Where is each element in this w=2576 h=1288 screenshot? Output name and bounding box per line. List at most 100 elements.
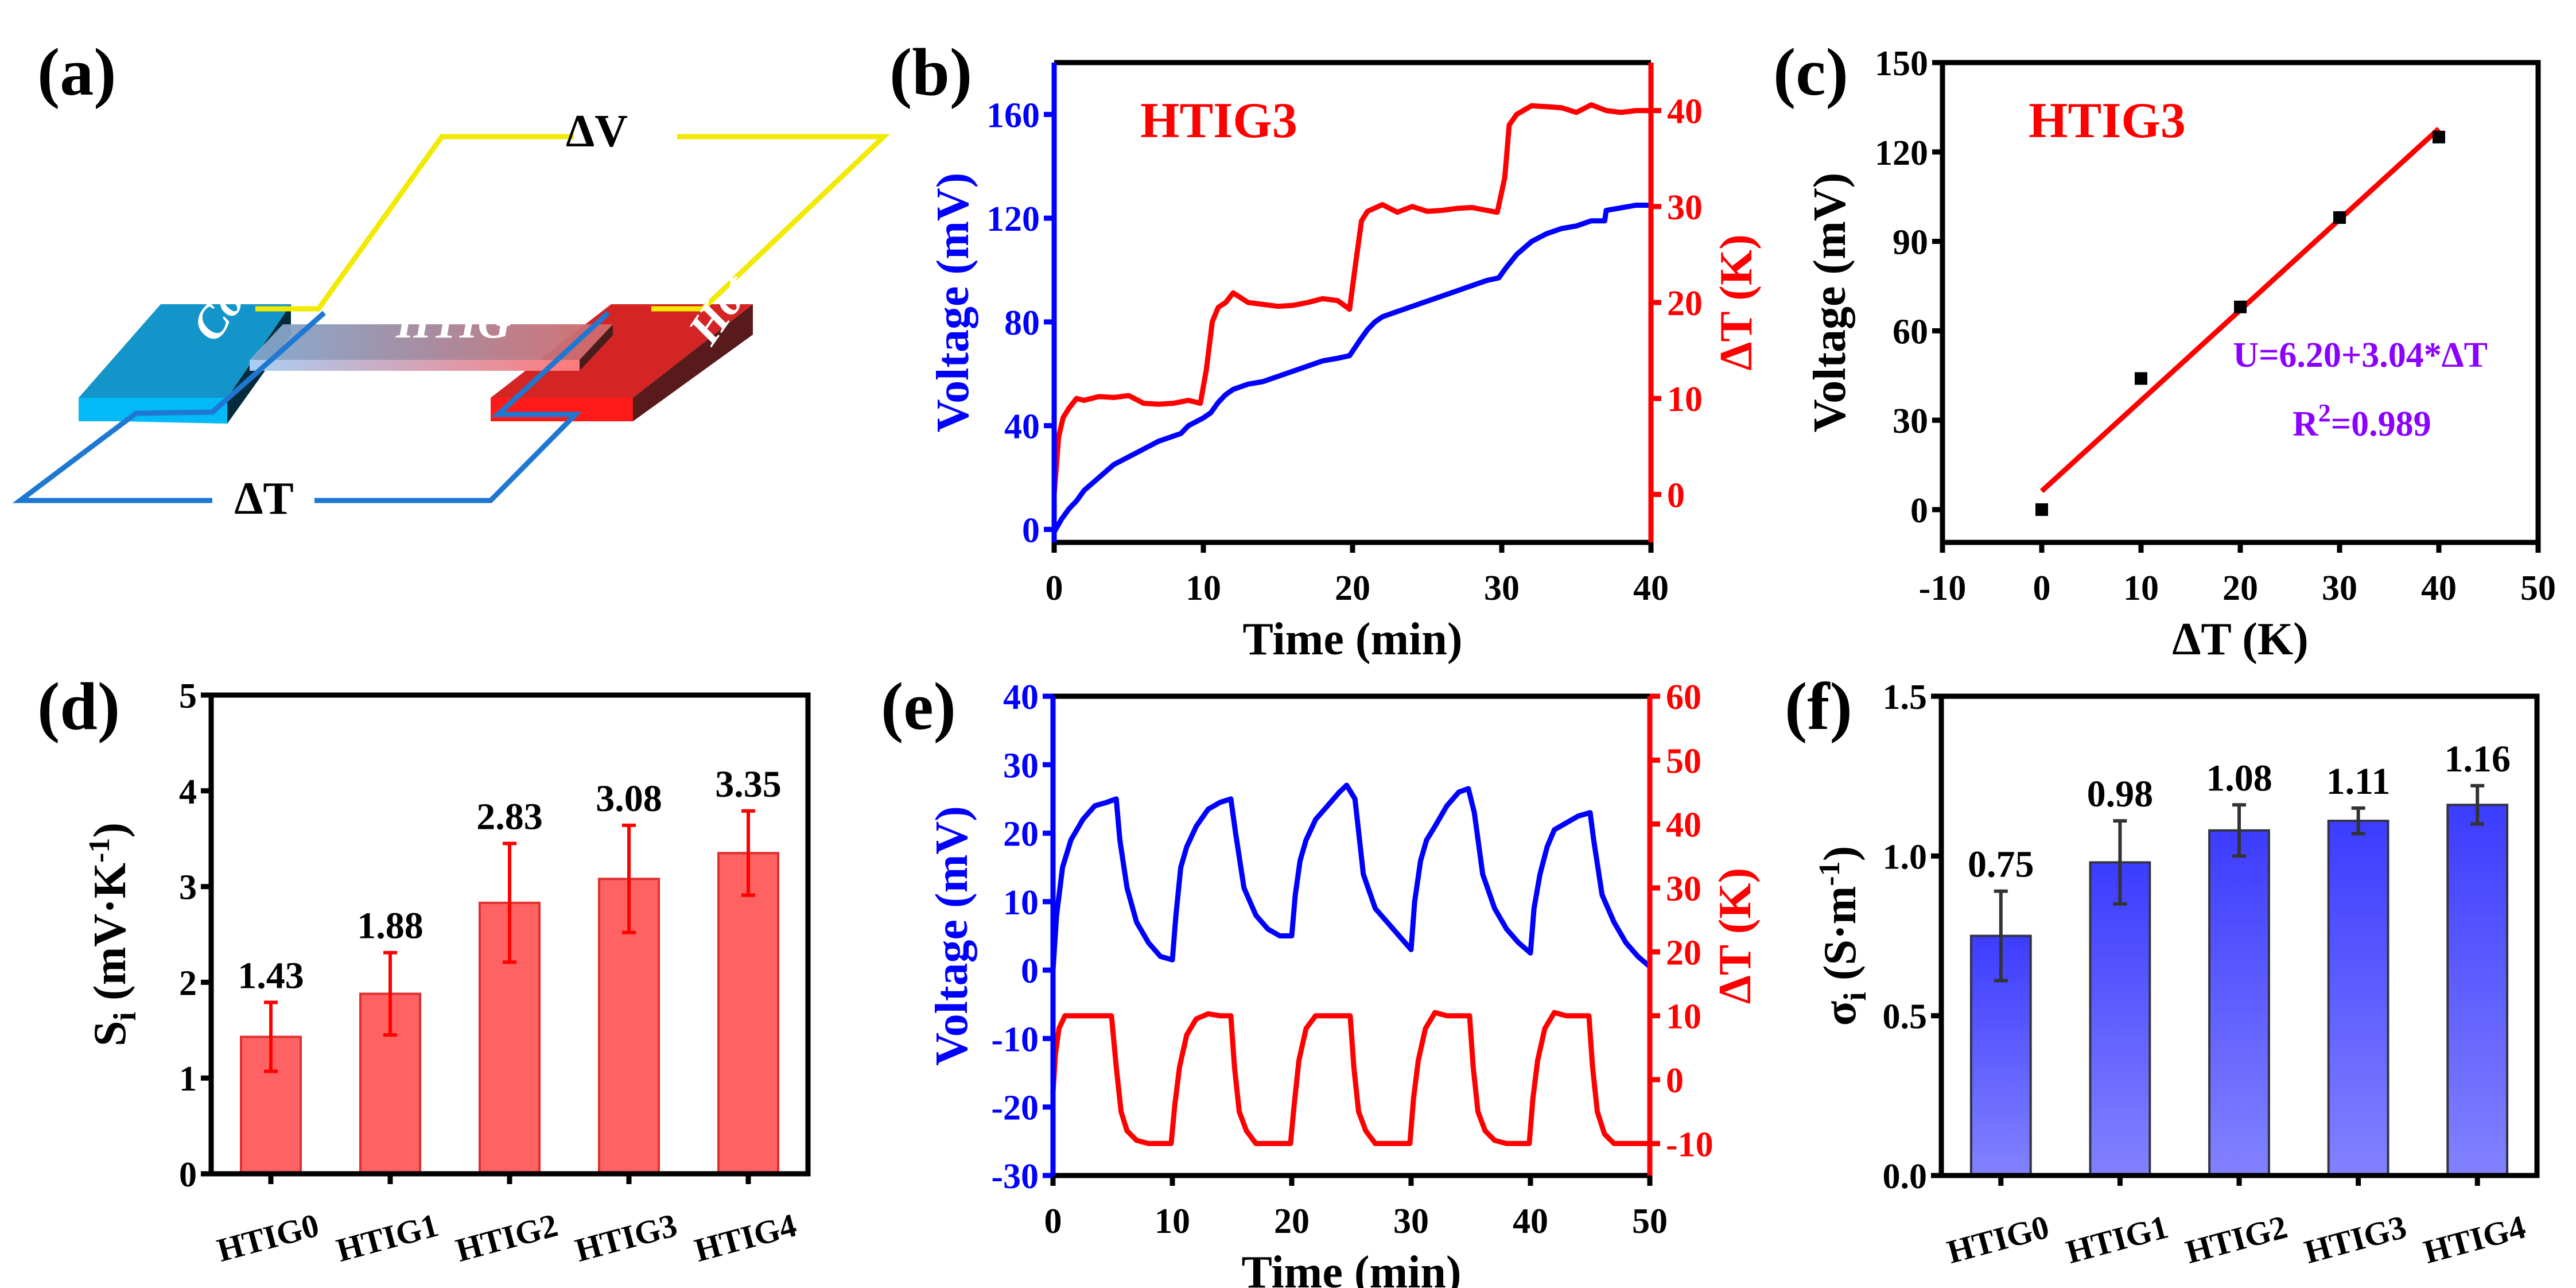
y-title-unit: (S·m: [1815, 886, 1866, 992]
panel-letter-d: (d): [37, 669, 120, 744]
temp-wire-right: [314, 311, 611, 503]
voltage-wire: [255, 134, 574, 312]
voltage-label: ΔV: [566, 106, 628, 157]
y-tick-label: 150: [1875, 44, 1928, 83]
y-tick-label-right: 10: [1667, 380, 1703, 419]
panel-letters: (a) (b) (c) (d) (e) (f): [37, 34, 1852, 744]
y-tick-label: 0: [1910, 491, 1928, 530]
y-tick-label-right: 40: [1666, 806, 1701, 845]
y-axis-title: Voltage (mV): [1805, 173, 1855, 433]
y-tick-label: 90: [1893, 223, 1928, 262]
y-title-main: S: [85, 1021, 135, 1047]
y-axis-title-right: ΔT (K): [1711, 234, 1762, 371]
fit-equation: U=6.20+3.04*ΔT: [2233, 336, 2488, 375]
bar: [717, 852, 779, 1175]
temp-label: ΔT: [234, 474, 294, 524]
y-tick-label-left: -20: [991, 1089, 1039, 1128]
y-tick-label-left: 0: [1022, 511, 1040, 550]
x-tick-label: HTIG2: [2181, 1208, 2291, 1271]
y-tick-label-left: 30: [1003, 746, 1039, 785]
htig-strip: [250, 324, 613, 371]
y-tick-label: 0.5: [1883, 998, 1928, 1037]
y-tick-label-right: 10: [1666, 998, 1701, 1037]
bar-value-label: 3.08: [596, 778, 662, 820]
bar-value-label: 1.11: [2326, 761, 2391, 802]
chart-c: -10 0 10 20 30 40 50 0 30 60 90 120 150 HTIG3 U=6.20+3…: [1805, 44, 2556, 665]
x-tick-label: 20: [1335, 569, 1370, 608]
x-tick-label: -10: [1919, 569, 1967, 608]
data-point: [2234, 300, 2247, 313]
y-title-sub: i: [107, 1012, 143, 1021]
x-tick-label: 30: [1393, 1202, 1429, 1241]
y-tick-label: 1: [179, 1060, 197, 1099]
y-tick-label-left: -10: [991, 1020, 1039, 1059]
chart-b: 0 10 20 30 40 0 40 80 120 160 0 10 20 30 40 Time (min) V…: [928, 60, 1762, 665]
bar-value-label: 3.35: [715, 763, 782, 805]
x-tick-label: HTIG1: [332, 1206, 442, 1269]
x-tick-label: 0: [1046, 569, 1063, 608]
y-tick-label-left: 120: [986, 200, 1040, 239]
y-tick-label: 1.5: [1883, 678, 1928, 717]
y-title-sup: -1: [1813, 861, 1846, 886]
temp-wire: [12, 311, 326, 503]
voltage-wire-right: [651, 134, 891, 312]
x-tick-label: 0: [2033, 569, 2051, 608]
series-voltage-line: [1052, 203, 1651, 534]
y-title-close: ): [1815, 846, 1866, 862]
x-tick-label: 50: [1632, 1202, 1668, 1241]
y-tick-label-left: 0: [1021, 952, 1039, 991]
bar-value-label: 1.88: [357, 905, 423, 947]
x-tick-label: HTIG4: [2420, 1208, 2530, 1271]
y-axis-title-left: Voltage (mV): [928, 173, 978, 433]
x-tick-label: 10: [1155, 1202, 1190, 1241]
x-tick-label: 40: [1633, 569, 1669, 608]
series-voltage-line: [1050, 782, 1652, 971]
x-tick-label: HTIG0: [1943, 1208, 2053, 1271]
y-axis-title-right: ΔT (K): [1710, 868, 1761, 1004]
r2-value: =0.989: [2331, 405, 2431, 444]
data-point: [2333, 211, 2346, 224]
y-tick-label-right: 40: [1667, 92, 1703, 131]
panel-letter-c: (c): [1773, 34, 1848, 110]
y-tick-label: 0: [179, 1155, 197, 1194]
y-tick-label-right: 60: [1666, 678, 1701, 717]
y-title-sub: i: [1837, 992, 1873, 1001]
bar: [2327, 820, 2389, 1177]
y-tick-label-right: 30: [1666, 870, 1701, 909]
device-schematic: ΔV ΔT Cold Hot HTIG: [12, 106, 891, 524]
x-tick-label: HTIG3: [571, 1206, 681, 1269]
bar-value-label: 1.08: [2206, 757, 2272, 799]
plot-frame: [208, 692, 811, 1177]
x-tick-label: 0: [1044, 1202, 1062, 1241]
x-axis-title: Time (min): [1242, 1247, 1462, 1288]
y-tick-label: 30: [1893, 402, 1928, 441]
y-title-sup: -1: [83, 838, 116, 863]
bar: [2089, 861, 2151, 1177]
y-tick-label: 3: [179, 868, 197, 907]
panel-letter-b: (b): [889, 34, 972, 110]
y-title-close: ): [85, 823, 135, 838]
panel-letter-e: (e): [881, 669, 956, 744]
y-tick-label-right: 30: [1667, 188, 1703, 227]
y-tick-label: 1.0: [1883, 837, 1928, 876]
r2-prefix: R: [2293, 405, 2319, 444]
x-tick-label: HTIG2: [452, 1206, 561, 1269]
y-tick-label-left: 40: [1004, 408, 1040, 447]
series-delta-t-line: [1051, 102, 1651, 495]
x-tick-label: 10: [2123, 569, 2159, 608]
x-tick-label: HTIG3: [2301, 1208, 2410, 1271]
plot-frame: [1938, 693, 2540, 1178]
bar-value-label: 0.75: [1968, 844, 2034, 886]
bar-value-label: 1.43: [238, 955, 304, 996]
r2-superscript: 2: [2318, 399, 2331, 427]
y-tick-label-right: 0: [1666, 1061, 1684, 1100]
y-tick-label-right: -10: [1666, 1125, 1714, 1164]
bar: [2446, 804, 2509, 1177]
y-tick-label-left: 10: [1003, 883, 1039, 922]
y-tick-label-left: -30: [991, 1157, 1039, 1196]
series-delta-t-line: [1050, 1010, 1650, 1146]
chart-d: 1.43 HTIG0 1.88 HTIG1 2.83 HTIG2 3.08 HTIG3 3.35…: [83, 677, 811, 1269]
y-title-main: σ: [1815, 1000, 1866, 1026]
y-tick-label-left: 20: [1003, 815, 1039, 854]
